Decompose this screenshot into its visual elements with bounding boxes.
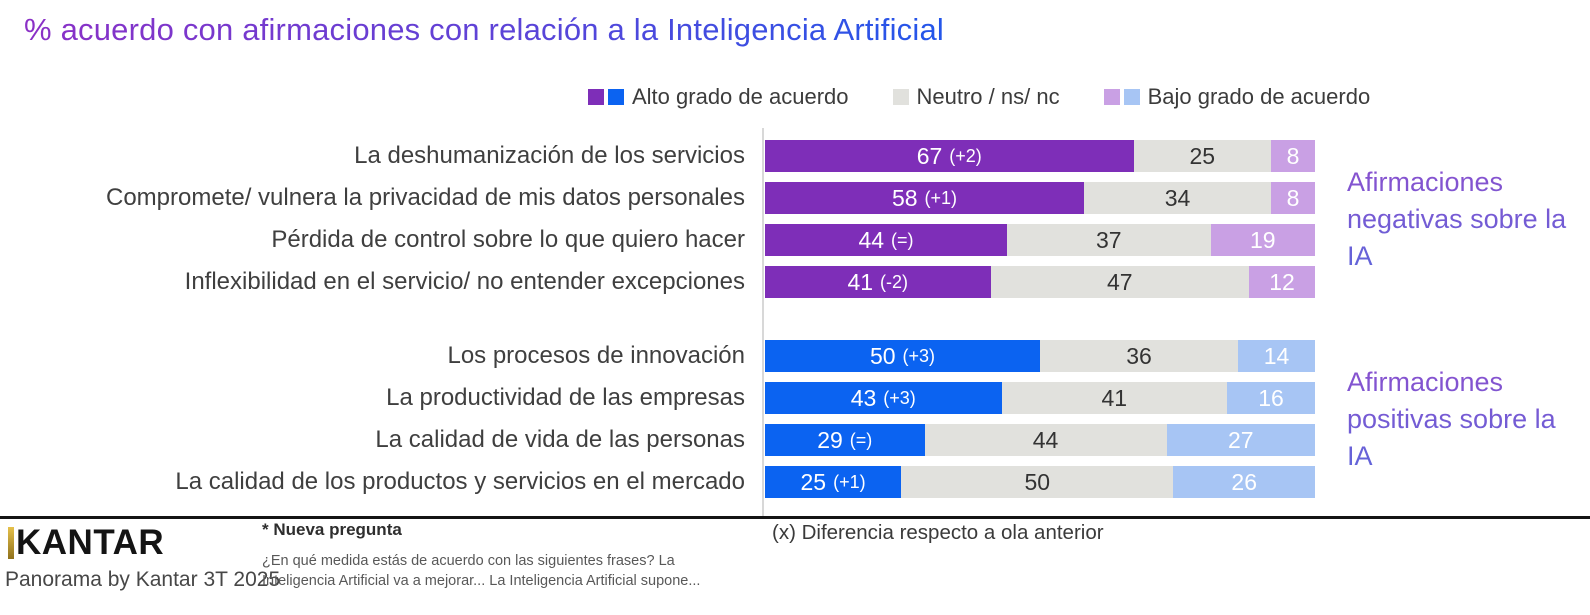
axis-baseline bbox=[762, 128, 764, 518]
row-label: La deshumanización de los servicios bbox=[354, 142, 745, 169]
legend-item-neutro: Neutro / ns/ nc bbox=[892, 84, 1060, 110]
row-label: Los procesos de innovación bbox=[447, 342, 745, 369]
group-negative: La deshumanización de los servicios 67 (+… bbox=[0, 140, 1577, 298]
legend-label: Neutro / ns/ nc bbox=[916, 84, 1060, 109]
bar-segment-neutro: 37 bbox=[1007, 224, 1211, 256]
kantar-logo: KANTAR bbox=[8, 523, 165, 562]
table-row: La productividad de las empresas 43 (+3) … bbox=[0, 382, 1315, 414]
chart-legend: Alto grado de acuerdo Neutro / ns/ nc Ba… bbox=[588, 84, 1370, 110]
row-label: Inflexibilidad en el servicio/ no entend… bbox=[184, 268, 745, 295]
table-row: Inflexibilidad en el servicio/ no entend… bbox=[0, 266, 1315, 298]
table-row: La deshumanización de los servicios 67 (+… bbox=[0, 140, 1315, 172]
bar-segment-bajo: 26 bbox=[1173, 466, 1315, 498]
bar-segment-bajo: 12 bbox=[1249, 266, 1315, 298]
new-question-note: * Nueva pregunta bbox=[262, 520, 402, 539]
bar-segment-alto: 29 (=) bbox=[765, 424, 925, 456]
kantar-wordmark: KANTAR bbox=[16, 523, 165, 562]
bar-segment-neutro: 36 bbox=[1040, 340, 1238, 372]
legend-label: Alto grado de acuerdo bbox=[632, 84, 849, 109]
bar-segment-bajo: 19 bbox=[1210, 224, 1315, 256]
table-row: La calidad de vida de las personas 29 (=)… bbox=[0, 424, 1315, 456]
bar-segment-neutro: 44 bbox=[924, 424, 1167, 456]
group-label-positive: Afirmaciones positivas sobre la IA bbox=[1347, 364, 1577, 475]
stacked-bar: 41 (-2) 47 12 bbox=[765, 266, 1315, 298]
table-row: Pérdida de control sobre lo que quiero h… bbox=[0, 224, 1315, 256]
bar-segment-bajo: 16 bbox=[1227, 382, 1315, 414]
bar-segment-neutro: 47 bbox=[990, 266, 1249, 298]
question-wording: ¿En qué medida estás de acuerdo con las … bbox=[262, 553, 701, 590]
legend-swatch-light-blue bbox=[1123, 89, 1140, 105]
bar-segment-bajo: 8 bbox=[1271, 182, 1315, 214]
bar-segment-bajo: 14 bbox=[1238, 340, 1315, 372]
bar-segment-bajo: 8 bbox=[1271, 140, 1315, 172]
row-label: La calidad de los productos y servicios … bbox=[175, 468, 745, 495]
stacked-bar: 25 (+1) 50 26 bbox=[765, 466, 1315, 498]
stacked-bar: 67 (+2) 25 8 bbox=[765, 140, 1315, 172]
stacked-bar-chart: La deshumanización de los servicios 67 (+… bbox=[0, 128, 1577, 518]
bar-segment-alto: 67 (+2) bbox=[765, 140, 1134, 172]
bar-segment-alto: 44 (=) bbox=[765, 224, 1007, 256]
bar-segment-bajo: 27 bbox=[1166, 424, 1315, 456]
stacked-bar: 50 (+3) 36 14 bbox=[765, 340, 1315, 372]
table-row: Los procesos de innovación 50 (+3) 36 14 bbox=[0, 340, 1315, 372]
legend-label: Bajo grado de acuerdo bbox=[1147, 84, 1371, 109]
row-label: La productividad de las empresas bbox=[386, 384, 745, 411]
bar-segment-alto: 41 (-2) bbox=[765, 266, 991, 298]
bar-segment-alto: 50 (+3) bbox=[765, 340, 1040, 372]
table-row: Compromete/ vulnera la privacidad de mis… bbox=[0, 182, 1315, 214]
legend-swatch-blue bbox=[608, 89, 624, 105]
legend-swatch-light-purple bbox=[1103, 89, 1120, 105]
bar-segment-alto: 43 (+3) bbox=[765, 382, 1002, 414]
legend-item-alto: Alto grado de acuerdo bbox=[588, 84, 849, 110]
row-label: Compromete/ vulnera la privacidad de mis… bbox=[106, 184, 745, 211]
row-label: Pérdida de control sobre lo que quiero h… bbox=[271, 226, 745, 253]
stacked-bar: 43 (+3) 41 16 bbox=[765, 382, 1315, 414]
group-label-negative: Afirmaciones negativas sobre la IA bbox=[1347, 164, 1577, 275]
bar-segment-neutro: 34 bbox=[1084, 182, 1271, 214]
bar-segment-neutro: 41 bbox=[1001, 382, 1227, 414]
kantar-gold-stem-icon bbox=[8, 527, 14, 559]
page-title: % acuerdo con afirmaciones con relación … bbox=[24, 12, 944, 47]
stacked-bar: 44 (=) 37 19 bbox=[765, 224, 1315, 256]
bar-segment-neutro: 25 bbox=[1133, 140, 1271, 172]
legend-item-bajo: Bajo grado de acuerdo bbox=[1103, 84, 1371, 110]
bar-segment-alto: 25 (+1) bbox=[765, 466, 902, 498]
legend-swatch-gray bbox=[892, 89, 909, 105]
footer-divider bbox=[0, 516, 1590, 519]
stacked-bar: 29 (=) 44 27 bbox=[765, 424, 1315, 456]
legend-swatch-purple bbox=[588, 89, 604, 105]
delta-explanation: (x) Diferencia respecto a ola anterior bbox=[772, 521, 1104, 544]
table-row: La calidad de los productos y servicios … bbox=[0, 466, 1315, 498]
source-label: Panorama by Kantar 3T 2025 bbox=[5, 568, 281, 591]
group-positive: Los procesos de innovación 50 (+3) 36 14 … bbox=[0, 340, 1577, 498]
bar-segment-alto: 58 (+1) bbox=[765, 182, 1084, 214]
bar-segment-neutro: 50 bbox=[901, 466, 1174, 498]
row-label: La calidad de vida de las personas bbox=[375, 426, 745, 453]
stacked-bar: 58 (+1) 34 8 bbox=[765, 182, 1315, 214]
